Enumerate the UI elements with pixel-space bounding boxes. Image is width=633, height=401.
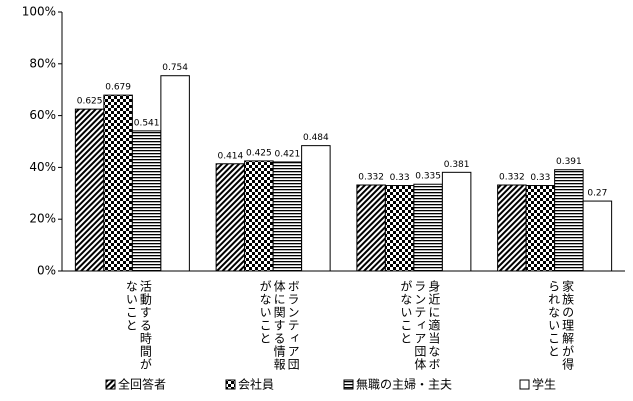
legend-swatch (519, 379, 530, 390)
bar (244, 160, 274, 272)
bar (582, 200, 613, 272)
bar (554, 169, 584, 272)
data-label: 0.335 (415, 172, 441, 182)
y-tick-label: 100% (22, 5, 56, 19)
x-tick-label: ボランティア団体に関する情報がないこと (258, 280, 301, 371)
bar (272, 161, 303, 272)
legend-swatch (225, 379, 236, 390)
bar (215, 163, 246, 272)
bar (497, 184, 527, 272)
y-tick-label: 80% (29, 56, 56, 70)
data-label: 0.425 (246, 148, 272, 158)
legend-label: 全回答者 (118, 377, 166, 392)
bar (525, 185, 556, 272)
data-label: 0.332 (499, 173, 525, 183)
legend-label: 会社員 (238, 377, 274, 392)
legend-label: 無職の主婦・主夫 (356, 377, 452, 392)
data-label: 0.332 (358, 173, 384, 183)
legend-label: 学生 (532, 377, 556, 392)
x-tick-label: 身近に適当なボランティア団体がないこと (398, 280, 441, 371)
data-label: 0.484 (303, 133, 329, 143)
data-label: 0.754 (162, 63, 188, 73)
data-label: 0.33 (530, 173, 550, 183)
data-label: 0.381 (444, 160, 470, 170)
y-tick-label: 60% (29, 108, 56, 122)
data-label: 0.541 (134, 118, 160, 128)
y-tick-label: 0% (37, 264, 56, 278)
x-tick-label: 活動する時間がないこと (124, 280, 153, 371)
bar (301, 145, 331, 272)
bar (103, 94, 133, 272)
data-label: 0.27 (587, 189, 607, 199)
legend-swatch (105, 379, 116, 390)
bar (131, 130, 162, 272)
bar (356, 184, 386, 272)
data-label: 0.33 (390, 173, 410, 183)
y-tick-label: 40% (29, 160, 56, 174)
data-label: 0.414 (217, 151, 243, 161)
data-label: 0.625 (77, 97, 103, 107)
bar (74, 108, 105, 272)
data-label: 0.679 (105, 83, 131, 93)
data-label: 0.391 (556, 157, 582, 167)
legend-swatch (343, 379, 354, 390)
y-tick-label: 20% (29, 212, 56, 226)
bar (160, 75, 190, 272)
x-tick-label: 家族の理解が得られないこと (546, 280, 575, 371)
bar (384, 185, 415, 272)
bar (441, 171, 472, 272)
bar (413, 183, 443, 272)
data-label: 0.421 (274, 149, 300, 159)
